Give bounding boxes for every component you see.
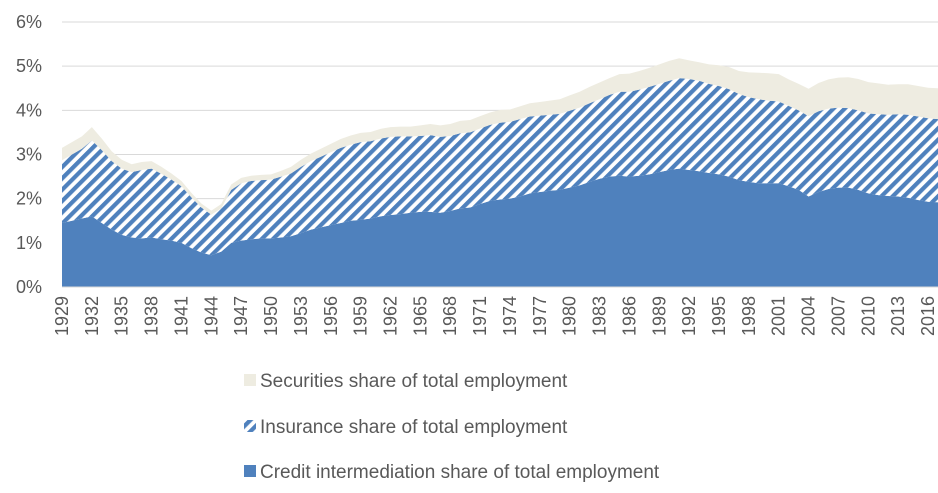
- credit-area: [62, 168, 938, 287]
- x-tick-label: 1962: [381, 296, 401, 336]
- y-tick-label: 1%: [16, 233, 42, 253]
- x-tick-label: 1986: [619, 296, 639, 336]
- x-tick-label: 2010: [858, 296, 878, 336]
- x-tick-label: 1935: [112, 296, 132, 336]
- insurance-area: [62, 78, 938, 256]
- legend-item-credit: Credit intermediation share of total emp…: [244, 462, 660, 483]
- x-tick-label: 1998: [739, 296, 759, 336]
- x-tick-label: 1980: [560, 296, 580, 336]
- x-tick-label: 1971: [470, 296, 490, 336]
- y-tick-label: 4%: [16, 100, 42, 120]
- legend-swatch: [244, 374, 256, 386]
- y-tick-label: 5%: [16, 56, 42, 76]
- x-tick-label: 1968: [440, 296, 460, 336]
- x-tick-label: 2013: [888, 296, 908, 336]
- legend-label: Credit intermediation share of total emp…: [260, 462, 660, 483]
- x-tick-label: 1989: [649, 296, 669, 336]
- x-axis: 1929 1932 1935 1938 1941 1944 1947 1950 1953 1956…: [52, 286, 938, 336]
- x-tick-label: 1995: [709, 296, 729, 336]
- x-tick-label: 2007: [828, 296, 848, 336]
- x-tick-label: 1938: [142, 296, 162, 336]
- x-tick-label: 2016: [918, 296, 938, 336]
- y-tick-label: 0%: [16, 277, 42, 297]
- stacked-areas: [62, 58, 938, 287]
- legend-label: Securities share of total employment: [260, 371, 568, 392]
- x-tick-label: 2001: [769, 296, 789, 336]
- x-tick-label: 1983: [590, 296, 610, 336]
- y-tick-label: 2%: [16, 189, 42, 209]
- x-tick-label: 1956: [321, 296, 341, 336]
- y-tick-label: 6%: [16, 12, 42, 32]
- x-tick-label: 1944: [201, 296, 221, 336]
- legend-swatch: [244, 420, 256, 432]
- legend-swatch: [244, 465, 256, 477]
- legend: Securities share of total employment Insu…: [244, 371, 660, 483]
- x-tick-label: 1947: [231, 296, 251, 336]
- x-tick-label: 1974: [500, 296, 520, 336]
- x-tick-label: 1977: [530, 296, 550, 336]
- legend-label: Insurance share of total employment: [260, 417, 568, 438]
- x-tick-label: 1941: [171, 296, 191, 336]
- x-tick-label: 1932: [82, 296, 102, 336]
- legend-item-insurance: Insurance share of total employment: [244, 417, 568, 438]
- legend-item-securities: Securities share of total employment: [244, 371, 568, 392]
- x-tick-label: 1953: [291, 296, 311, 336]
- y-tick-label: 3%: [16, 145, 42, 165]
- x-tick-label: 2004: [799, 296, 819, 336]
- x-tick-label: 1992: [679, 296, 699, 336]
- x-tick-label: 1950: [261, 296, 281, 336]
- x-tick-label: 1965: [410, 296, 430, 336]
- x-tick-label: 1929: [52, 296, 72, 336]
- securities-area: [62, 58, 938, 215]
- y-axis: 0% 1% 2% 3% 4% 5% 6%: [16, 12, 42, 297]
- x-tick-label: 1959: [351, 296, 371, 336]
